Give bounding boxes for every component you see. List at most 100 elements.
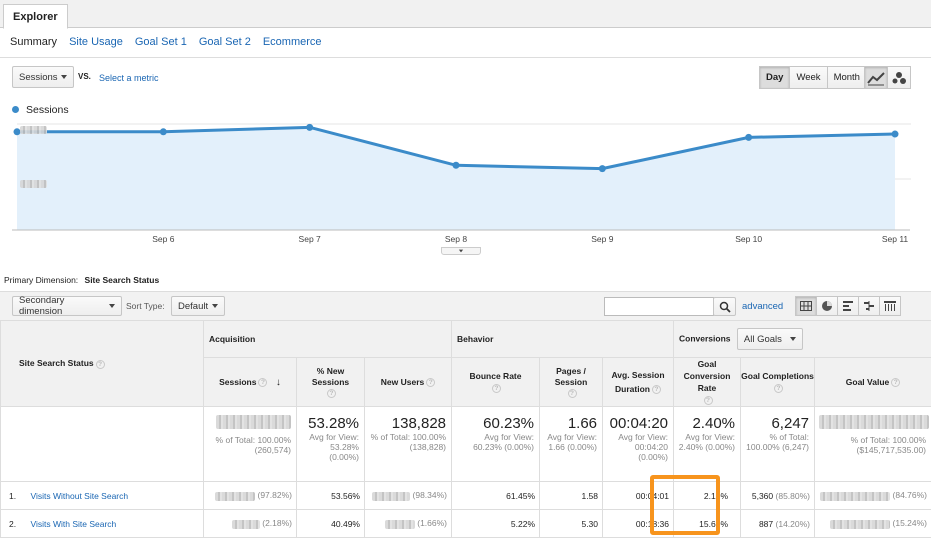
chevron-down-icon [458, 249, 464, 253]
help-icon[interactable]: ? [567, 388, 577, 398]
help-icon[interactable]: ? [891, 378, 901, 388]
performance-view-icon[interactable] [837, 296, 859, 316]
help-icon[interactable]: ? [426, 378, 436, 388]
subtab-ecommerce[interactable]: Ecommerce [262, 36, 322, 48]
range-week-button[interactable]: Week [789, 66, 828, 89]
column-label: Goal Conversion Rate [683, 359, 731, 393]
redacted-value [372, 491, 411, 501]
redacted-value [819, 415, 930, 429]
totals-conversion-rate: 2.40% Avg for View: 2.40% (0.00%) [673, 406, 742, 482]
pivot-view-icon[interactable] [879, 296, 901, 316]
row-bounce-rate: 61.45% [451, 481, 541, 510]
help-icon[interactable]: ? [492, 384, 502, 394]
data-point[interactable] [891, 130, 899, 138]
comparison-view-icon[interactable] [858, 296, 880, 316]
totals-value: 1.66 [567, 415, 598, 432]
subtab-goal-set-1[interactable]: Goal Set 1 [134, 36, 187, 48]
vs-label: VS. [78, 72, 91, 81]
sort-type-label: Sort Type: [126, 301, 165, 311]
redacted-value [384, 519, 415, 529]
row-sessions: (2.18%) [203, 509, 297, 538]
data-point[interactable] [306, 123, 314, 131]
conversion-rate-highlight [650, 475, 720, 535]
row-dimension-link[interactable]: Visits With Site Search [30, 518, 117, 529]
sort-desc-icon[interactable]: ↓ [275, 376, 281, 388]
row-number: 1. [9, 490, 17, 501]
row-pct: (98.34%) [412, 490, 448, 501]
column-header-goal-value[interactable]: Goal Value? [814, 357, 931, 407]
x-tick-label: Sep 8 [445, 234, 467, 244]
help-icon[interactable]: ? [703, 396, 713, 406]
range-day-button[interactable]: Day [759, 66, 791, 89]
advanced-link[interactable]: advanced [742, 301, 784, 312]
primary-dimension-value[interactable]: Site Search Status [84, 275, 160, 285]
totals-pages-session: 1.66 Avg for View: 1.66 (0.00%) [539, 406, 604, 482]
totals-sub: % of Total: 100.00% (138,828) [370, 432, 447, 452]
column-label: Goal Value [845, 376, 890, 387]
totals-value: 6,247 [771, 415, 810, 432]
totals-avg-duration: 00:04:20 Avg for View: 00:04:20 (0.00%) [602, 406, 675, 482]
column-header-new-sessions[interactable]: % New Sessions? [296, 357, 365, 407]
data-point[interactable] [452, 161, 460, 169]
line-chart-icon[interactable] [864, 66, 888, 89]
data-point[interactable] [159, 128, 167, 136]
pie-view-icon[interactable] [816, 296, 838, 316]
sort-type-dropdown[interactable]: Default [171, 296, 225, 316]
totals-new-users: 138,828% of Total: 100.00% (138,828) [363, 406, 453, 482]
data-point[interactable] [13, 128, 21, 136]
column-header-conversion-rate[interactable]: Goal Conversion Rate? [673, 357, 742, 407]
table-view-icon[interactable] [795, 296, 817, 316]
row-goal-completions: 887 (14.20%) [740, 509, 816, 538]
totals-bounce-rate: 60.23% Avg for View: 60.23% (0.00%) [451, 406, 541, 482]
totals-sub: % of Total: 100.00% ($145,717,535.00) [850, 435, 927, 455]
divider [0, 57, 931, 58]
motion-chart-icon[interactable] [887, 66, 911, 89]
goals-dropdown[interactable]: All Goals [736, 328, 803, 350]
range-month-button[interactable]: Month [826, 66, 867, 89]
totals-value: 60.23% [483, 415, 535, 432]
column-header-goal-completions[interactable]: Goal Completions? [740, 357, 816, 407]
search-button[interactable] [713, 297, 736, 316]
totals-sub: Avg for View: 60.23% (0.00%) [473, 432, 535, 452]
column-header-sessions[interactable]: Sessions? ↓ [203, 357, 297, 407]
subtab-site-usage[interactable]: Site Usage [69, 36, 123, 48]
select-metric-link[interactable]: Select a metric [99, 73, 159, 83]
data-point[interactable] [745, 133, 753, 141]
column-header-dimension[interactable]: Site Search Status? [0, 320, 204, 407]
help-icon[interactable]: ? [327, 388, 336, 398]
goals-dropdown-label: All Goals [743, 333, 782, 345]
column-header-avg-duration[interactable]: Avg. Session Duration? [602, 357, 675, 407]
help-icon[interactable]: ? [651, 385, 661, 395]
search-input[interactable] [604, 297, 714, 316]
column-header-new-users[interactable]: New Users? [363, 357, 453, 407]
row-pct: (14.20%) [775, 518, 811, 529]
row-pct: (97.82%) [257, 490, 293, 501]
legend-label: Sessions [26, 104, 69, 116]
x-tick-label: Sep 9 [591, 234, 613, 244]
row-pct: (1.66%) [417, 518, 448, 529]
subtab-goal-set-2[interactable]: Goal Set 2 [198, 36, 251, 48]
tab-explorer[interactable]: Explorer [3, 4, 68, 29]
data-point[interactable] [598, 165, 606, 173]
row-number: 2. [9, 518, 17, 529]
totals-sub: Avg for View: 53.28% (0.00%) [309, 432, 359, 462]
row-new-sessions: 40.49% [296, 509, 365, 538]
row-new-sessions: 53.56% [296, 481, 365, 510]
help-icon[interactable]: ? [95, 359, 105, 369]
row-dimension-link[interactable]: Visits Without Site Search [30, 490, 129, 501]
help-icon[interactable]: ? [774, 384, 784, 394]
column-label: Goal Completions [741, 371, 814, 381]
totals-goal-completions: 6,247% of Total: 100.00% (6,247) [740, 406, 816, 482]
column-header-pages-session[interactable]: Pages / Session? [539, 357, 604, 407]
secondary-dimension-dropdown[interactable]: Secondary dimension [12, 295, 122, 317]
totals-value: 00:04:20 [609, 415, 669, 432]
metric-dropdown[interactable]: Sessions [12, 66, 74, 88]
chart-resize-handle[interactable] [441, 247, 481, 255]
group-acquisition: Acquisition [202, 320, 453, 358]
column-header-bounce-rate[interactable]: Bounce Rate? [451, 357, 541, 407]
y-axis-label-mid [20, 180, 47, 188]
chart-type-selector [864, 66, 911, 89]
subtab-summary[interactable]: Summary [10, 36, 58, 48]
help-icon[interactable]: ? [258, 377, 268, 387]
row-value: 5,360 [751, 490, 774, 501]
